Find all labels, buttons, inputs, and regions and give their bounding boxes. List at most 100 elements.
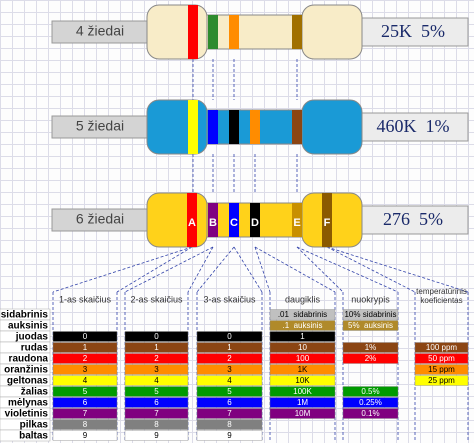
color-cell: [196, 353, 263, 364]
cell-value: 1: [227, 343, 232, 352]
row-label: baltas: [19, 431, 48, 442]
cell-value: 100K: [293, 387, 312, 396]
row-label: pilkas: [20, 420, 49, 431]
cell-value: 0: [83, 332, 88, 341]
row-label: mėlynas: [8, 398, 48, 409]
color-cell: [124, 364, 189, 375]
cell-value: 2%: [365, 354, 377, 363]
cell-value: .01 sidabrinis: [278, 310, 327, 319]
cell-value: 5% auksinis: [348, 321, 393, 330]
cell-value: 0.1%: [361, 409, 379, 418]
guide-line: [296, 246, 399, 293]
row-label: auksinis: [8, 321, 48, 332]
color-band: [208, 203, 218, 237]
guide-line: [116, 246, 193, 293]
row-label: raudona: [9, 354, 49, 365]
color-band: [250, 203, 260, 237]
cell-value: 2: [83, 354, 88, 363]
cell-value: 8: [227, 420, 232, 429]
color-cell: [52, 430, 118, 441]
color-cell: [124, 397, 189, 408]
color-cell: [196, 331, 263, 342]
resistor-cap: [146, 192, 208, 248]
cell-value: 0.5%: [361, 387, 379, 396]
color-band: [208, 15, 218, 49]
cell-value: 1: [154, 343, 159, 352]
cell-value: 50 ppm: [428, 354, 455, 363]
color-band: [250, 110, 260, 144]
cell-value: 2: [154, 354, 159, 363]
cell-value: 0.25%: [359, 398, 382, 407]
row-label-bg: [0, 429, 51, 442]
band-letter: C: [230, 217, 238, 229]
guide-line: [326, 246, 416, 293]
color-cell: [124, 375, 189, 386]
color-band: [292, 15, 302, 49]
color-cell: [52, 364, 118, 375]
cell-value: 6: [83, 398, 88, 407]
color-cell: [52, 375, 118, 386]
cell-value: 7: [227, 409, 232, 418]
color-cell: [52, 419, 118, 430]
value-box: [349, 112, 469, 142]
color-cell: [342, 397, 399, 408]
column-header: 1-as skaičius: [59, 294, 112, 304]
cell-value: 6: [154, 398, 159, 407]
cell-value: 10K: [295, 376, 310, 385]
color-band: [292, 203, 302, 237]
color-cell: [269, 364, 336, 375]
cell-value: .1 auksinis: [282, 321, 322, 330]
color-cell: [52, 353, 118, 364]
cell-value: 10% sidabrinis: [344, 310, 396, 319]
color-cell: [196, 386, 263, 397]
color-cell: [269, 397, 336, 408]
row-label: oranžinis: [4, 365, 48, 376]
color-cell: [342, 408, 399, 419]
cell-value: 3: [83, 365, 88, 374]
color-cell: [196, 430, 263, 441]
band-letter: D: [251, 217, 259, 229]
value-box: [349, 205, 469, 235]
color-cell: [52, 331, 118, 342]
cell-value: 3: [227, 365, 232, 374]
color-cell: [52, 408, 118, 419]
color-cell: [124, 353, 189, 364]
color-cell: [124, 342, 189, 353]
color-cell: [342, 353, 399, 364]
guide-line: [296, 246, 344, 293]
color-cell: [342, 342, 399, 353]
band-letter: E: [293, 217, 300, 229]
color-cell: [269, 375, 336, 386]
resistor-label: 4 žiedai: [76, 23, 124, 39]
column-header: 2-as skaičius: [130, 294, 183, 304]
color-band: [188, 5, 198, 59]
guide-line: [233, 246, 263, 293]
cell-value: 100: [296, 354, 310, 363]
color-cell: [342, 309, 399, 320]
color-cell: [342, 320, 399, 331]
color-band: [292, 110, 302, 144]
resistor-value: 460K 1%: [377, 116, 450, 136]
row-label: rudas: [21, 343, 49, 354]
cell-value: 1K: [298, 365, 308, 374]
color-cell: [196, 408, 263, 419]
band-letter: F: [324, 217, 331, 229]
color-band: [187, 193, 197, 247]
guide-line: [187, 246, 214, 293]
color-band: [229, 15, 239, 49]
cell-value: 9: [154, 431, 159, 440]
color-cell: [269, 309, 336, 320]
cell-value: 1: [83, 343, 88, 352]
cell-value: 6: [227, 398, 232, 407]
guide-line: [254, 246, 271, 293]
cell-value: 5: [154, 387, 159, 396]
cell-value: 4: [154, 376, 159, 385]
color-cell: [52, 386, 118, 397]
color-cell: [269, 353, 336, 364]
color-cell: [196, 375, 263, 386]
resistor-value: 276 5%: [383, 209, 443, 229]
color-cell: [269, 342, 336, 353]
column-header: daugiklis: [285, 294, 321, 304]
cell-value: 1: [300, 332, 305, 341]
color-cell: [342, 386, 399, 397]
